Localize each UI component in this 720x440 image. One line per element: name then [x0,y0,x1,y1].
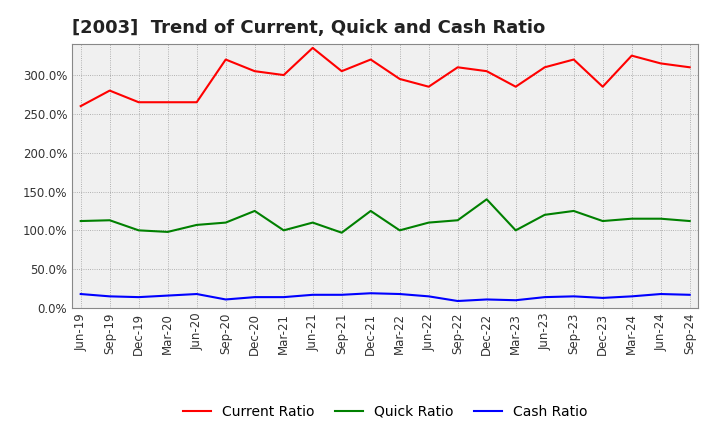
Cash Ratio [135,294,143,300]
Cash Ratio [366,290,375,296]
Current Ratio [511,84,520,89]
Quick Ratio [221,220,230,225]
Current Ratio [251,69,259,74]
Current Ratio [76,103,85,109]
Quick Ratio [627,216,636,221]
Quick Ratio [657,216,665,221]
Current Ratio [338,69,346,74]
Cash Ratio [163,293,172,298]
Cash Ratio [279,294,288,300]
Text: [2003]  Trend of Current, Quick and Cash Ratio: [2003] Trend of Current, Quick and Cash … [72,19,545,37]
Cash Ratio [338,292,346,297]
Cash Ratio [511,297,520,303]
Current Ratio [395,76,404,81]
Quick Ratio [366,208,375,213]
Cash Ratio [221,297,230,302]
Quick Ratio [482,197,491,202]
Cash Ratio [685,292,694,297]
Cash Ratio [251,294,259,300]
Cash Ratio [424,294,433,299]
Quick Ratio [570,208,578,213]
Cash Ratio [482,297,491,302]
Cash Ratio [570,294,578,299]
Quick Ratio [192,222,201,227]
Quick Ratio [163,229,172,235]
Current Ratio [482,69,491,74]
Quick Ratio [105,218,114,223]
Current Ratio [163,99,172,105]
Current Ratio [279,73,288,78]
Current Ratio [570,57,578,62]
Cash Ratio [395,291,404,297]
Quick Ratio [338,230,346,235]
Current Ratio [598,84,607,89]
Cash Ratio [657,291,665,297]
Quick Ratio [685,218,694,224]
Legend: Current Ratio, Quick Ratio, Cash Ratio: Current Ratio, Quick Ratio, Cash Ratio [177,400,593,425]
Current Ratio [221,57,230,62]
Quick Ratio [76,218,85,224]
Cash Ratio [541,294,549,300]
Quick Ratio [511,228,520,233]
Current Ratio [454,65,462,70]
Current Ratio [685,65,694,70]
Current Ratio [366,57,375,62]
Quick Ratio [308,220,317,225]
Cash Ratio [454,298,462,304]
Quick Ratio [251,208,259,213]
Current Ratio [424,84,433,89]
Quick Ratio [395,228,404,233]
Current Ratio [657,61,665,66]
Current Ratio [135,99,143,105]
Quick Ratio [598,218,607,224]
Cash Ratio [76,291,85,297]
Cash Ratio [192,291,201,297]
Current Ratio [105,88,114,93]
Quick Ratio [454,218,462,223]
Quick Ratio [135,228,143,233]
Quick Ratio [424,220,433,225]
Line: Current Ratio: Current Ratio [81,48,690,106]
Current Ratio [627,53,636,58]
Current Ratio [308,45,317,51]
Line: Quick Ratio: Quick Ratio [81,199,690,233]
Cash Ratio [308,292,317,297]
Current Ratio [541,65,549,70]
Cash Ratio [627,294,636,299]
Cash Ratio [598,295,607,301]
Quick Ratio [279,228,288,233]
Quick Ratio [541,212,549,217]
Line: Cash Ratio: Cash Ratio [81,293,690,301]
Cash Ratio [105,294,114,299]
Current Ratio [192,99,201,105]
